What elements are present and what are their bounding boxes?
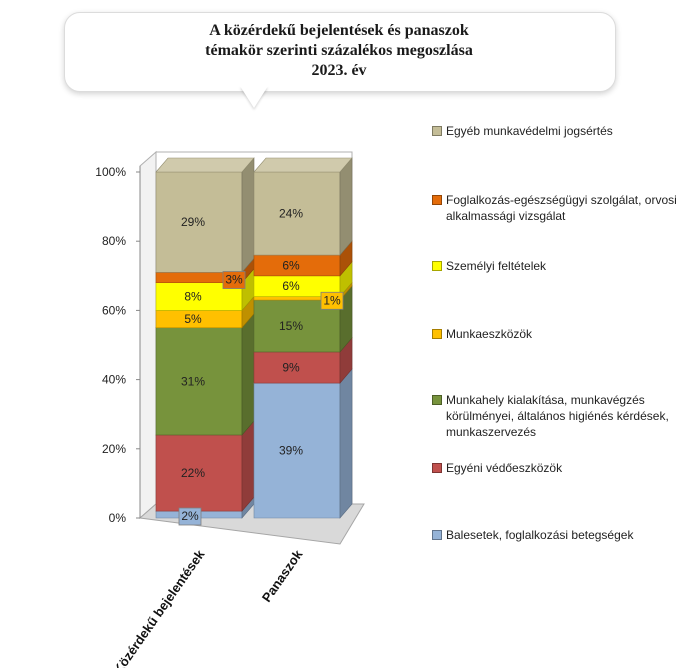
chart-title-line-2: témakör szerinti százalékos megoszlása xyxy=(205,42,473,59)
chart-title-line-1: A közérdekű bejelentések és panaszok xyxy=(209,22,469,39)
legend-item: Foglalkozás-egészségügyi szolgálat, orvo… xyxy=(432,192,677,224)
bar-segment-side xyxy=(339,157,353,256)
legend-item: Balesetek, foglalkozási betegségek xyxy=(432,527,677,543)
title-callout-tail xyxy=(240,86,268,108)
legend-label: Egyéb munkavédelmi jogsértés xyxy=(446,124,613,138)
y-tick-label: 20% xyxy=(102,442,126,456)
legend-item: Egyéb munkavédelmi jogsértés xyxy=(432,123,677,139)
legend-item: Egyéni védőeszközök xyxy=(432,460,677,476)
bar-segment-side xyxy=(241,157,255,274)
y-tick-label: 0% xyxy=(109,511,127,525)
legend-swatch xyxy=(432,195,442,205)
legend-label: Személyi feltételek xyxy=(446,259,547,273)
data-label: 1% xyxy=(323,293,341,307)
legend-label: Munkaeszközök xyxy=(446,327,533,341)
data-label: 6% xyxy=(282,279,300,293)
bar-segment-top xyxy=(253,157,353,173)
chart-side-wall xyxy=(139,150,157,520)
data-label-box xyxy=(178,507,202,526)
data-label: 2% xyxy=(181,509,199,523)
data-label-box xyxy=(222,271,246,289)
legend-label: Egyéni védőeszközök xyxy=(446,461,563,475)
y-tick-label: 60% xyxy=(102,303,126,317)
data-label: 6% xyxy=(282,258,300,272)
bar-segment-side xyxy=(241,312,255,436)
bar-segment-side xyxy=(241,420,255,512)
y-tick-label: 100% xyxy=(95,165,126,179)
legend-label: Foglalkozás-egészségügyi szolgálat, orvo… xyxy=(446,193,677,223)
x-category-label: Panaszok xyxy=(259,546,306,604)
y-tick-label: 40% xyxy=(102,373,126,387)
data-label: 39% xyxy=(279,444,303,458)
data-label-box xyxy=(320,291,344,310)
data-label: 5% xyxy=(184,312,202,326)
y-tick-label: 80% xyxy=(102,234,126,248)
data-label: 8% xyxy=(184,290,202,304)
bar-segment-top xyxy=(155,157,255,173)
data-label: 22% xyxy=(181,466,205,480)
data-label: 9% xyxy=(282,360,300,374)
x-category-label: Közérdekű bejelentések xyxy=(110,546,208,668)
legend-swatch xyxy=(432,261,442,271)
data-label: 15% xyxy=(279,319,303,333)
data-label: 29% xyxy=(181,215,205,229)
data-label: 31% xyxy=(181,374,205,388)
title-callout xyxy=(64,12,616,92)
legend-item: Személyi feltételek xyxy=(432,258,677,274)
legend-label: Balesetek, foglalkozási betegségek xyxy=(446,528,634,542)
chart-title-line-3: 2023. év xyxy=(311,62,367,79)
legend-swatch xyxy=(432,126,442,136)
legend-item: Munkahely kialakítása, munkavégzés körül… xyxy=(432,392,677,440)
legend-label: Munkahely kialakítása, munkavégzés körül… xyxy=(446,393,669,439)
legend-swatch xyxy=(432,329,442,339)
bar-segment-side xyxy=(339,368,353,519)
legend-swatch xyxy=(432,395,442,405)
legend-item: Munkaeszközök xyxy=(432,326,677,342)
data-label: 3% xyxy=(225,273,243,287)
data-label: 24% xyxy=(279,207,303,221)
legend-swatch xyxy=(432,463,442,473)
legend-swatch xyxy=(432,530,442,540)
